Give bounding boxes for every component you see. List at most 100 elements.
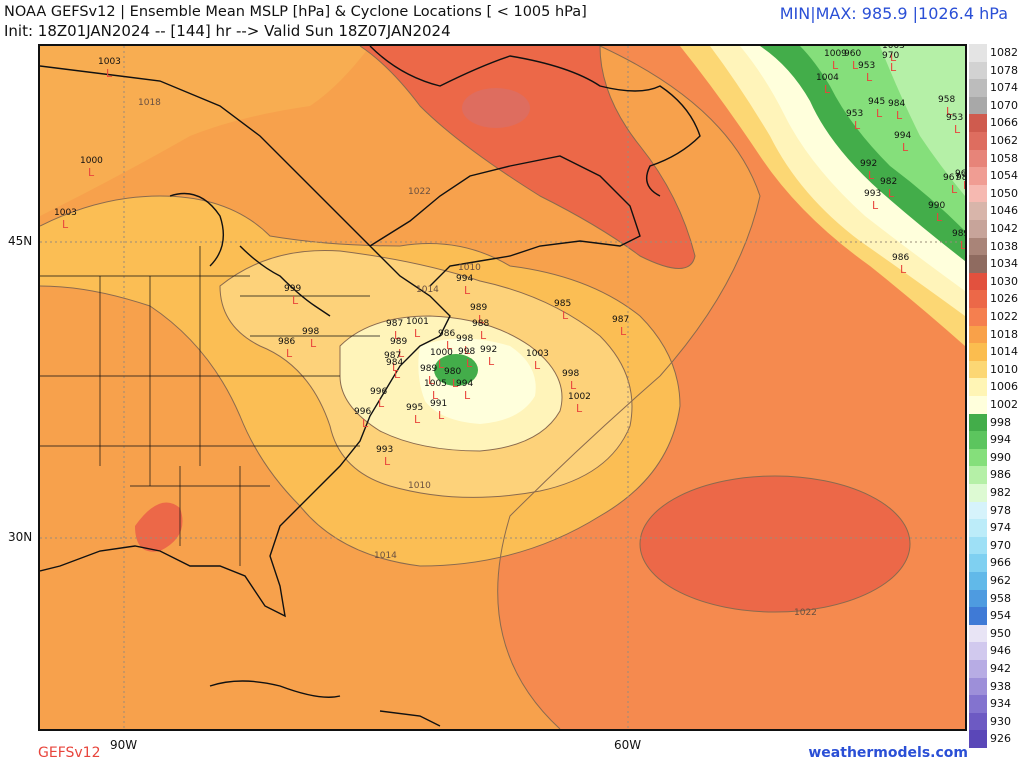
low-icon: L (394, 329, 401, 342)
low-icon: L (854, 119, 861, 132)
isobar-label: 1010 (458, 263, 481, 273)
isobar-label: 1022 (794, 608, 817, 618)
colorbar-label: 930 (990, 714, 1011, 728)
colorbar-swatch (969, 607, 987, 625)
colorbar-label: 1058 (990, 151, 1018, 165)
low-icon: L (534, 359, 541, 372)
colorbar-swatch (969, 308, 987, 326)
colorbar-label: 942 (990, 662, 1011, 675)
colorbar-label: 990 (990, 450, 1011, 464)
colorbar-level: 938 (969, 677, 1024, 696)
cyclone-pressure-label: 987 (384, 351, 401, 361)
cyclone-pressure-label: 982 (880, 177, 897, 187)
colorbar-label: 1054 (990, 169, 1018, 183)
cyclone-pressure-label: 985 (554, 299, 571, 309)
colorbar-level: 978 (969, 501, 1024, 520)
colorbar-label: 1050 (990, 186, 1018, 200)
colorbar-level: 1002 (969, 396, 1024, 414)
cyclone-pressure-label: 1003 (882, 46, 905, 51)
colorbar-label: 1002 (990, 398, 1018, 411)
field-1022-canada (360, 46, 695, 269)
field-998-low (434, 354, 478, 386)
colorbar-level: 1034 (969, 255, 1024, 273)
low-icon: L (946, 105, 953, 118)
low-icon: L (466, 357, 473, 370)
low-icon: L (478, 313, 485, 326)
colorbar-swatch (969, 466, 987, 484)
cyclone-pressure-label: 988 (472, 319, 489, 329)
colorbar-label: 950 (990, 626, 1011, 640)
lon-label-60w: 60W (614, 738, 642, 752)
colorbar-swatch (969, 184, 987, 203)
colorbar-level: 1066 (969, 114, 1024, 132)
site-credit: weathermodels.com (808, 745, 968, 761)
low-icon: L (876, 107, 883, 120)
cyclone-marker: 969L (955, 169, 965, 192)
colorbar-swatch (969, 396, 987, 414)
low-icon: L (866, 71, 873, 84)
colorbar-label: 938 (990, 679, 1011, 693)
colorbar-swatch (969, 114, 987, 132)
low-icon: L (951, 183, 958, 196)
cyclone-pressure-label: 987 (612, 315, 629, 325)
low-icon: L (446, 339, 453, 352)
low-icon: L (890, 51, 897, 64)
colorbar-swatch (969, 167, 987, 185)
lon-label-90w: 90W (110, 738, 138, 752)
cyclone-pressure-label: 986 (278, 337, 295, 347)
cyclone-pressure-label: 989 (470, 303, 487, 313)
cyclone-pressure-label: 994 (894, 131, 911, 141)
cyclone-pressure-label: 984 (386, 358, 403, 368)
low-icon: L (464, 344, 471, 357)
colorbar-swatch (969, 255, 987, 273)
low-icon: L (392, 361, 399, 374)
colorbar-level: 982 (969, 484, 1024, 502)
low-icon: L (954, 123, 961, 136)
cyclone-pressure-label: 989 (420, 364, 437, 374)
colorbar-label: 1062 (990, 134, 1018, 147)
low-icon: L (414, 327, 421, 340)
cyclone-pressure-label: 999 (284, 284, 301, 294)
colorbar-level: 942 (969, 660, 1024, 678)
colorbar-swatch (969, 360, 987, 379)
colorbar-label: 1074 (990, 81, 1018, 95)
colorbar-swatch (969, 712, 987, 731)
colorbar-level: 950 (969, 624, 1024, 643)
colorbar-swatch (969, 79, 987, 97)
isobar-label: 1014 (374, 551, 397, 561)
colorbar-swatch (969, 572, 987, 590)
colorbar-label: 954 (990, 609, 1011, 623)
field-1018-nw (40, 46, 370, 216)
colorbar-label: 926 (990, 732, 1011, 746)
cyclone-pressure-label: 990 (928, 201, 945, 211)
cyclone-pressure-label: 993 (376, 445, 393, 455)
cyclone-pressure-label: 989 (956, 173, 965, 183)
cyclone-pressure-label: 1000 (80, 156, 103, 166)
low-icon: L (88, 166, 95, 179)
colorbar-swatch (969, 132, 987, 150)
cyclone-pressure-label: 953 (858, 61, 875, 71)
isobar-lines (40, 46, 911, 729)
low-icon: L (378, 397, 385, 410)
cyclone-pressure-label: 989 (952, 229, 965, 239)
cyclone-pressure-label: 1001 (406, 317, 429, 327)
colorbar-level: 1062 (969, 132, 1024, 150)
colorbar-level: 1018 (969, 325, 1024, 344)
cyclone-pressure-label: 1009 (824, 49, 847, 59)
lat-label-45n: 45N (8, 234, 33, 248)
model-name: GEFSv12 (38, 745, 101, 761)
low-icon: L (576, 402, 583, 415)
colorbar-swatch (969, 378, 987, 396)
low-icon: L (620, 325, 627, 338)
low-icon: L (464, 284, 471, 297)
